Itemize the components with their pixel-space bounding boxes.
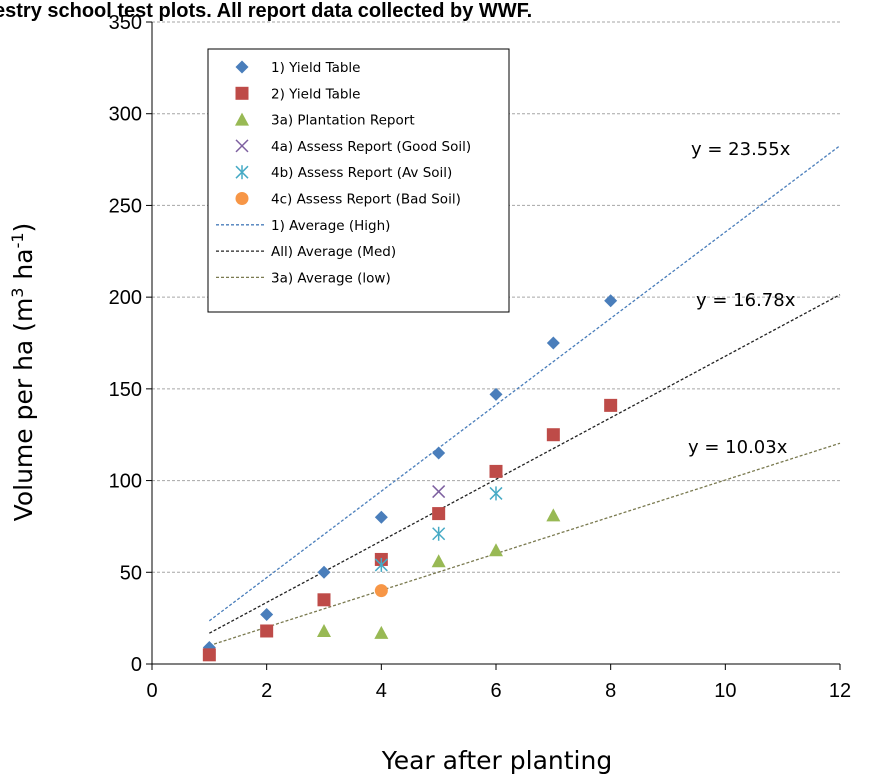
data-point bbox=[604, 294, 618, 308]
trendline bbox=[209, 294, 841, 634]
legend-marker bbox=[235, 60, 249, 74]
y-axis-title: Volume per ha (m3 ha-1) bbox=[8, 223, 39, 522]
y-tick-label: 0 bbox=[131, 654, 142, 676]
legend-label: 3a) Average (low) bbox=[271, 270, 391, 286]
legend-marker bbox=[235, 139, 249, 153]
y-tick-label: 150 bbox=[109, 379, 142, 401]
legend: 1) Yield Table 2) Yield Table 3a) Plantati… bbox=[207, 48, 510, 313]
data-point bbox=[546, 336, 560, 350]
legend-marker bbox=[235, 112, 249, 126]
data-point bbox=[260, 607, 274, 621]
y-tick-label: 200 bbox=[109, 287, 142, 309]
legend-label: 3a) Plantation Report bbox=[271, 113, 415, 129]
x-tick-label: 8 bbox=[605, 680, 616, 702]
x-tick-label: 12 bbox=[829, 680, 851, 702]
data-point bbox=[374, 625, 389, 639]
legend-label: 2) Yield Table bbox=[271, 86, 361, 102]
data-point bbox=[432, 507, 446, 521]
trendline-equation: y = 23.55x bbox=[691, 139, 791, 160]
trendline bbox=[208, 145, 841, 622]
data-point bbox=[432, 446, 446, 460]
chart-title: orestry school test plots. All report da… bbox=[0, 0, 532, 22]
y-tick-label: 300 bbox=[109, 104, 142, 126]
data-point bbox=[489, 387, 503, 401]
data-point bbox=[374, 510, 388, 524]
trendlines bbox=[208, 145, 841, 647]
data-point bbox=[489, 464, 503, 478]
data-point bbox=[260, 624, 274, 638]
trendline-equation: y = 16.78x bbox=[696, 290, 796, 311]
x-tick-label: 0 bbox=[146, 680, 157, 702]
legend-label: 1) Yield Table bbox=[271, 60, 361, 76]
legend-label: 4a) Assess Report (Good Soil) bbox=[271, 139, 471, 155]
data-point bbox=[431, 554, 446, 568]
trendline-equation: y = 10.03x bbox=[688, 437, 788, 458]
y-tick-label: 50 bbox=[120, 562, 142, 584]
legend-marker bbox=[235, 192, 249, 205]
legend-box bbox=[207, 48, 510, 313]
data-point bbox=[374, 557, 388, 572]
data-point bbox=[546, 428, 560, 442]
data-point bbox=[489, 543, 503, 557]
y-tick-label: 250 bbox=[109, 195, 142, 217]
x-tick-label: 6 bbox=[490, 680, 501, 702]
x-tick-label: 10 bbox=[714, 680, 736, 702]
x-tick-label: 4 bbox=[376, 680, 387, 702]
legend-label: 4b) Assess Report (Av Soil) bbox=[271, 165, 452, 181]
trendline bbox=[209, 442, 841, 647]
data-point bbox=[432, 485, 446, 499]
y-tick-label: 100 bbox=[109, 471, 142, 493]
x-axis-title: Year after planting bbox=[381, 746, 612, 775]
data-point bbox=[546, 508, 561, 522]
legend-label: 4c) Assess Report (Bad Soil) bbox=[271, 192, 461, 208]
data-point bbox=[374, 584, 388, 598]
trendline-equations: y = 23.55x y = 16.78x y = 10.03x bbox=[688, 139, 796, 458]
x-tick-label: 2 bbox=[261, 680, 272, 702]
legend-label: 1) Average (High) bbox=[271, 218, 390, 234]
y-tick-label: 350 bbox=[109, 12, 142, 34]
legend-label: All) Average (Med) bbox=[271, 244, 396, 260]
legend-marker bbox=[235, 86, 249, 100]
data-point bbox=[317, 593, 331, 607]
legend-marker bbox=[235, 165, 249, 180]
axes: 0 50 100 150 200 250 300 350 0 2 4 6 8 10 12 bbox=[109, 12, 852, 702]
data-point bbox=[489, 486, 503, 501]
data-point bbox=[317, 565, 331, 579]
data-points bbox=[202, 294, 618, 662]
data-point bbox=[604, 398, 618, 412]
data-point bbox=[202, 648, 216, 662]
data-point bbox=[432, 526, 446, 541]
data-point bbox=[317, 623, 331, 637]
